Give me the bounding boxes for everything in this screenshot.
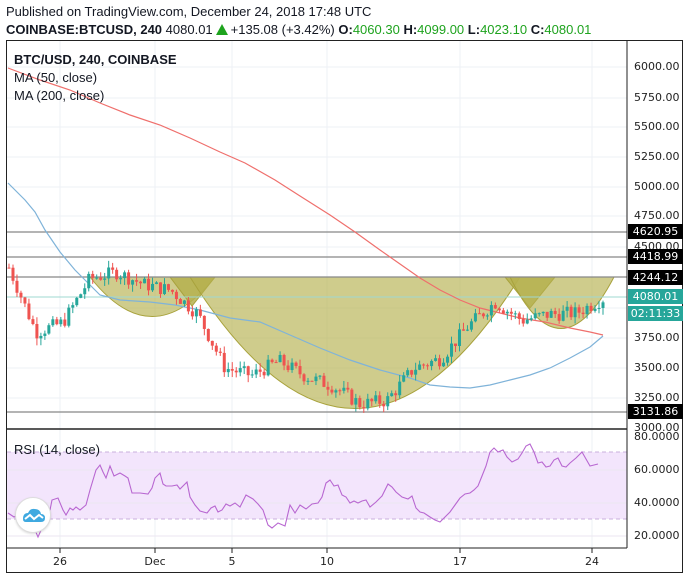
price-tick: 5750.00 [634,91,680,104]
rsi-legend[interactable]: RSI (14, close) [14,442,100,457]
ma50-line [7,182,604,389]
rsi-tick: 40.0000 [634,496,680,509]
close-value: 4080.01 [544,22,592,37]
date-tick: 26 [53,555,67,568]
last-price-tag: 4080.01 [628,289,683,304]
last-price: 4080.01 [165,22,213,37]
price-tick: 4750.00 [634,209,680,222]
price-tick: 3250.00 [634,391,680,404]
price-tick: 5250.00 [634,150,680,163]
symbol-label: COINBASE:BTCUSD, 240 [6,22,163,37]
date-tick: 10 [320,555,334,568]
open-label: O: [338,22,353,37]
date-tick: 17 [453,555,467,568]
close-label: C: [530,22,545,37]
price-tick: 3500.00 [634,361,680,374]
horizontal-levels[interactable] [7,231,627,413]
level-tag-4418: 4418.99 [628,249,683,264]
candlestick-series [7,260,605,413]
price-tick: 5000.00 [634,180,680,193]
rsi-line [7,443,599,539]
low-label: L: [467,22,481,37]
ma200-legend[interactable]: MA (200, close) [14,88,105,103]
high-value: 4099.00 [417,22,465,37]
price-tick: 6000.00 [634,60,680,73]
price-change: +135.08 (+3.42%) [230,22,335,37]
rsi-band [7,452,627,519]
low-value: 4023.10 [480,22,528,37]
price-tick: 3750.00 [634,331,680,344]
published-caption: Published on TradingView.com, December 2… [6,4,372,19]
symbol-quote-line: COINBASE:BTCUSD, 240 4080.01 +135.08 (+3.… [6,22,591,37]
high-label: H: [403,22,418,37]
price-tick: 5500.00 [634,120,680,133]
level-tag-4620: 4620.95 [628,224,683,239]
open-value: 4060.30 [352,22,400,37]
date-tick: Dec [144,555,166,568]
price-tick: 3000.00 [634,421,680,434]
bar-countdown-tag: 02:11:33 [628,306,683,321]
ma50-legend[interactable]: MA (50, close) [14,70,98,85]
cloud-icon [23,508,45,522]
rsi-tick: 80.0000 [634,430,680,443]
head-shape [189,276,521,409]
level-tag-4244: 4244.12 [628,270,683,285]
tradingview-logo [15,497,51,533]
date-tick: 24 [585,555,599,568]
chart-title-legend[interactable]: BTC/USD, 240, COINBASE [14,52,177,67]
rsi-tick: 60.0000 [634,463,680,476]
up-arrow-icon [215,24,228,35]
date-tick: 5 [228,555,236,568]
level-tag-3131: 3131.86 [628,404,683,419]
rsi-tick: 20.0000 [634,529,680,542]
